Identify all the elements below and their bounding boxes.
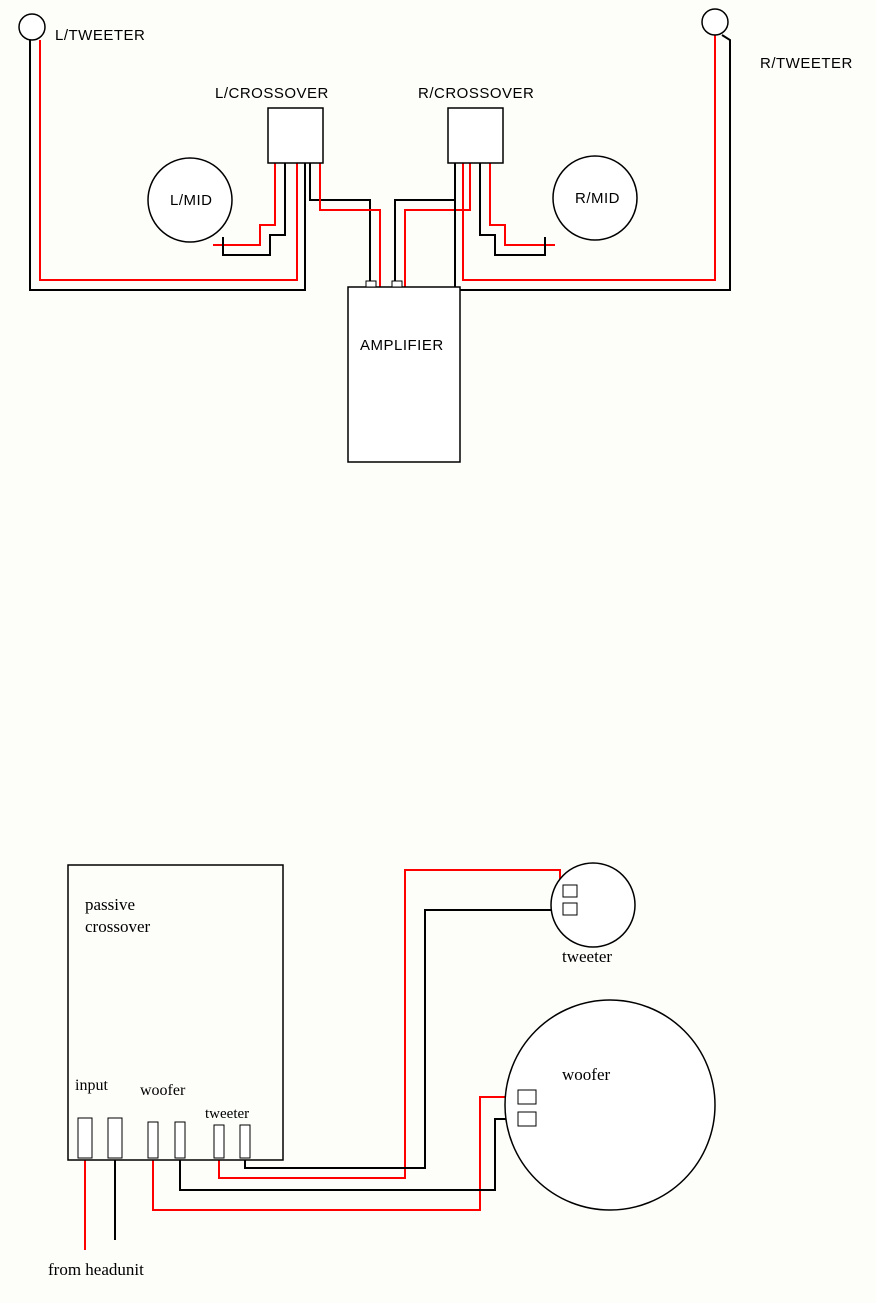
r-tweeter-speaker (702, 9, 728, 35)
term-woofer-neg (175, 1122, 185, 1158)
crossover-label: crossover (85, 917, 150, 936)
l-tweeter-label: L/TWEETER (55, 27, 145, 44)
term-tweeter-pos (214, 1125, 224, 1158)
tweeter-term-label: tweeter (205, 1106, 249, 1122)
term-woofer-pos (148, 1122, 158, 1158)
amplifier-box (348, 287, 460, 462)
l-crossover-label: L/CROSSOVER (215, 85, 329, 102)
tweeter-term-neg (563, 903, 577, 915)
amp-terminal-2 (392, 281, 402, 287)
l-crossover-box (268, 108, 323, 163)
wiring-diagram: L/TWEETER R/TWEETER L/CROSSOVER R/CROSSO… (0, 0, 876, 1298)
r-tweeter-label: R/TWEETER (760, 55, 853, 72)
amp-terminal-1 (366, 281, 376, 287)
l-tweeter-speaker (19, 14, 45, 40)
woofer-speaker (505, 1000, 715, 1210)
r-mid-label: R/MID (575, 190, 620, 207)
woofer-label: woofer (562, 1065, 610, 1084)
passive-label: passive (85, 895, 135, 914)
amplifier-label: AMPLIFIER (360, 337, 444, 354)
r-crossover-label: R/CROSSOVER (418, 85, 534, 102)
l-mid-label: L/MID (170, 192, 213, 209)
r-crossover-box (448, 108, 503, 163)
tweeter-label: tweeter (562, 947, 612, 966)
term-input-neg (108, 1118, 122, 1158)
from-headunit-label: from headunit (48, 1260, 144, 1279)
term-input-pos (78, 1118, 92, 1158)
woofer-term-label: woofer (140, 1082, 186, 1099)
woofer-term-neg (518, 1112, 536, 1126)
woofer-term-pos (518, 1090, 536, 1104)
tweeter-term-pos (563, 885, 577, 897)
input-term-label: input (75, 1077, 108, 1094)
term-tweeter-neg (240, 1125, 250, 1158)
